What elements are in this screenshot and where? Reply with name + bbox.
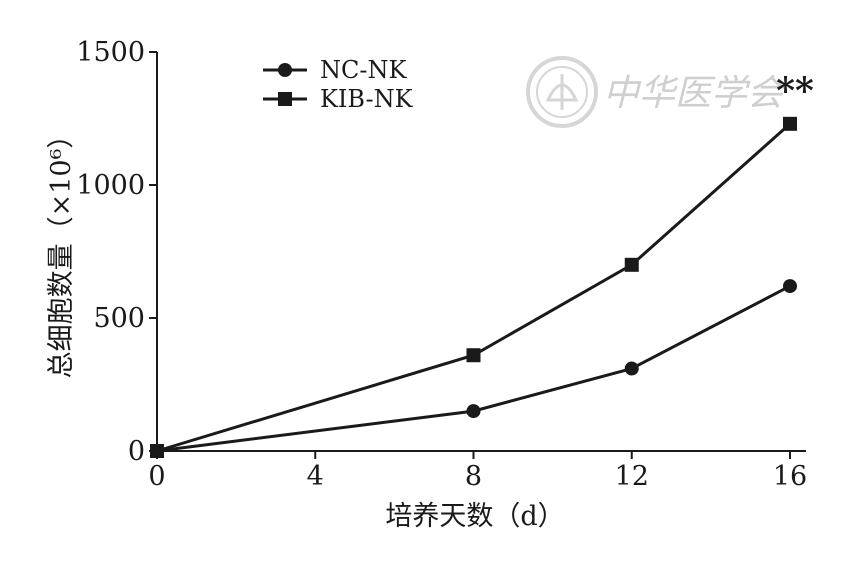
y-tick-label: 1000 [76, 170, 145, 201]
legend-item: KIB-NK [263, 85, 414, 113]
legend-marker [278, 92, 292, 106]
x-tick-label: 0 [148, 461, 165, 492]
x-tick-label: 16 [773, 461, 807, 492]
seal-emblem-icon [526, 56, 598, 128]
axes [156, 52, 806, 452]
x-tick-label: 8 [465, 461, 482, 492]
data-point [624, 361, 639, 376]
legend-marker [278, 63, 292, 77]
y-axis-title: 总细胞数量（×10⁶） [46, 122, 77, 379]
legend-item: NC-NK [263, 56, 407, 84]
x-axis-title: 培养天数（d） [385, 501, 564, 532]
series-layer [150, 116, 797, 458]
y-tick-label: 1500 [76, 37, 145, 68]
x-tick-label: 4 [307, 461, 324, 492]
y-tick-label: 500 [93, 303, 145, 334]
significance-annotation: ** [776, 70, 814, 112]
y-tick-label: 0 [128, 436, 145, 467]
data-point [783, 279, 797, 294]
data-point [624, 257, 639, 272]
watermark-text: 中华医学会 [603, 73, 787, 114]
data-point [150, 444, 164, 458]
data-point [783, 116, 797, 131]
series-nc-nk [150, 279, 797, 458]
legend-label: KIB-NK [320, 85, 414, 113]
data-point [466, 348, 481, 363]
series-line [156, 284, 791, 453]
data-point [466, 404, 481, 419]
x-tick-label: 12 [615, 461, 649, 492]
series-kib-nk [150, 116, 797, 458]
x-ticks: 0 4 8 12 16 [148, 451, 807, 492]
y-ticks: 0 500 1000 1500 [76, 37, 157, 467]
legend-label: NC-NK [320, 56, 407, 84]
series-line [156, 122, 791, 453]
watermark: 中华医学会 [526, 56, 787, 128]
